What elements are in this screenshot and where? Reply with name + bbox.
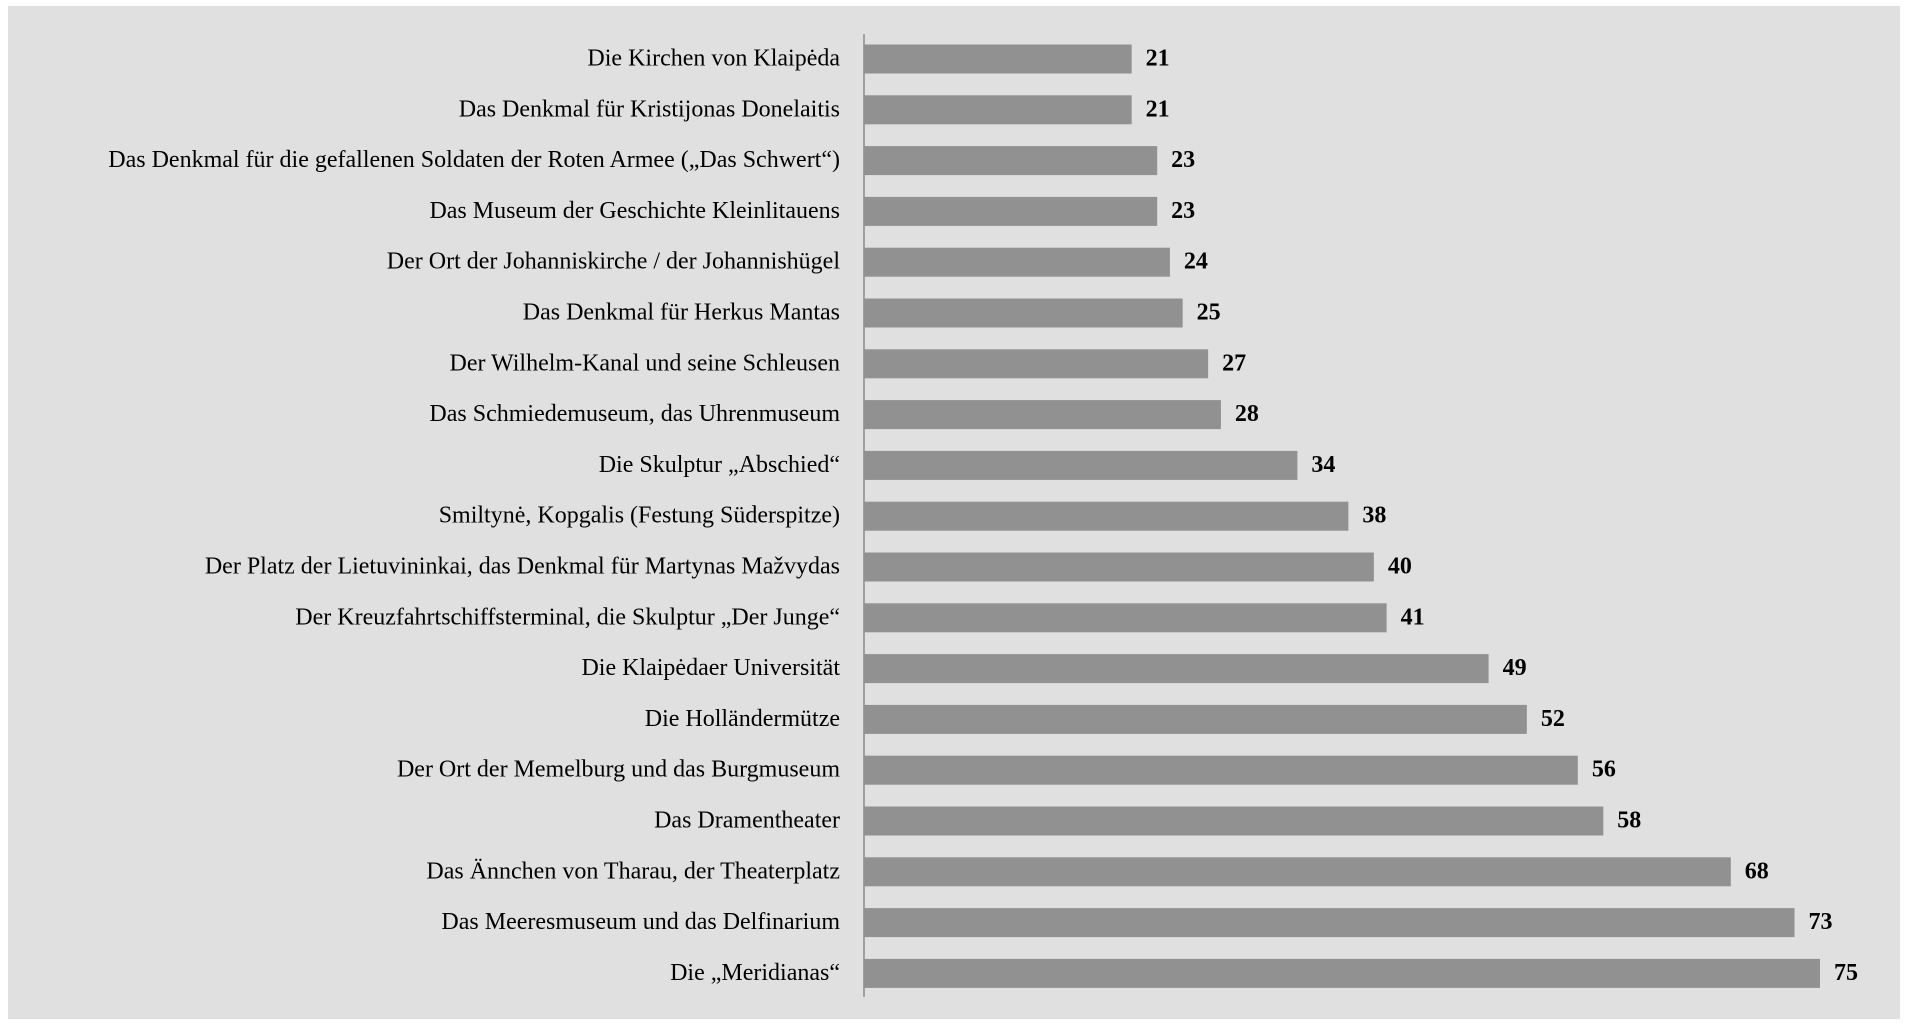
value-label: 24 [1184,249,1208,275]
bar [864,958,1820,988]
value-label: 75 [1834,960,1858,986]
category-label: Das Meeresmuseum und das Delfinarium [441,909,840,935]
bar [864,349,1209,379]
value-label: 68 [1745,858,1769,884]
value-label: 27 [1222,350,1246,376]
category-label: Das Denkmal für Kristijonas Donelaitis [459,96,840,122]
category-label: Das Denkmal für Herkus Mantas [523,300,840,326]
value-label: 25 [1197,300,1221,326]
value-label: 21 [1146,96,1170,122]
bar [864,654,1489,684]
value-label: 56 [1592,757,1616,783]
value-label: 38 [1362,503,1386,529]
category-label: Das Dramentheater [654,808,840,834]
category-label: Der Wilhelm-Kanal und seine Schleusen [450,350,840,376]
bar [864,400,1221,430]
bar [864,501,1349,531]
category-label: Die Skulptur „Abschied“ [599,452,840,478]
value-label: 58 [1617,808,1641,834]
bar [864,95,1132,125]
bar [864,298,1183,328]
bar [864,603,1387,633]
category-label: Der Kreuzfahrtschiffsterminal, die Skulp… [295,604,840,630]
category-label: Das Schmiedemuseum, das Uhrenmuseum [429,401,840,427]
bar [864,908,1795,938]
category-label: Die Klaipėdaer Universität [581,655,840,681]
category-label: Die Kirchen von Klaipėda [587,46,840,72]
category-label: Der Ort der Memelburg und das Burgmuseum [397,757,840,783]
value-label: 73 [1809,909,1833,935]
category-label: Die Holländermütze [645,706,840,732]
value-label: 28 [1235,401,1259,427]
category-label: Das Museum der Geschichte Kleinlitauens [429,198,840,224]
category-label: Das Denkmal für die gefallenen Soldaten … [108,147,840,173]
value-label: 21 [1146,46,1170,72]
value-label: 23 [1171,198,1195,224]
bar [864,146,1158,176]
bar [864,247,1170,277]
value-label: 23 [1171,147,1195,173]
category-label: Das Ännchen von Tharau, der Theaterplatz [426,858,840,884]
value-label: 52 [1541,706,1565,732]
bar [864,704,1527,734]
bar [864,552,1374,582]
bar [864,44,1132,74]
category-label: Smiltynė, Kopgalis (Festung Süderspitze) [439,503,840,529]
bar [864,450,1298,480]
bar [864,857,1731,887]
bar [864,755,1578,785]
value-label: 49 [1503,655,1527,681]
bar [864,806,1604,836]
value-label: 40 [1388,554,1412,580]
category-label: Der Platz der Lietuvininkai, das Denkmal… [205,554,840,580]
bar [864,196,1158,226]
value-label: 41 [1401,604,1425,630]
category-label: Der Ort der Johanniskirche / der Johanni… [387,249,841,275]
category-label: Die „Meridianas“ [670,960,840,986]
value-label: 34 [1311,452,1335,478]
